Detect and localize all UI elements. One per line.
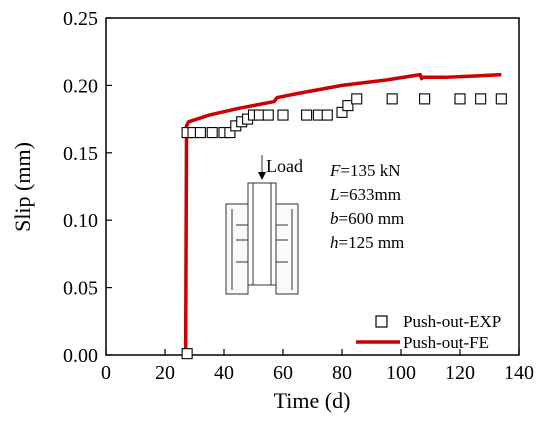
param-l: L=633mm <box>329 185 401 204</box>
parameters-annotation: F=135 kN L=633mm b=600 mm h=125 mm <box>329 161 404 252</box>
legend-label-exp: Push-out-EXP <box>403 312 501 331</box>
exp-point <box>336 106 348 118</box>
y-tick-label: 0.15 <box>63 143 98 165</box>
exp-point <box>224 127 236 139</box>
param-b: b=600 mm <box>330 209 404 228</box>
series-push-out-exp <box>181 93 507 360</box>
legend-label-fe: Push-out-FE <box>403 333 489 352</box>
exp-point <box>301 109 313 121</box>
x-tick-label: 0 <box>101 362 111 384</box>
legend-marker-exp <box>375 315 388 328</box>
y-axis: 0.00 0.05 0.10 0.15 0.20 0.25 <box>63 8 112 367</box>
y-tick-label: 0.05 <box>63 278 98 300</box>
series-push-out-fe <box>183 72 502 356</box>
exp-point <box>262 109 274 121</box>
param-f: F=135 kN <box>329 161 401 180</box>
exp-point <box>454 93 466 105</box>
x-tick-label: 20 <box>155 362 175 384</box>
exp-point <box>206 127 218 139</box>
exp-point <box>419 93 431 105</box>
left-slab <box>225 203 249 295</box>
fe-line <box>183 72 502 356</box>
load-arrow-head <box>258 172 266 180</box>
y-tick-label: 0.00 <box>63 345 98 367</box>
x-axis-title: Time (d) <box>274 388 351 413</box>
x-tick-label: 40 <box>214 362 234 384</box>
exp-point <box>351 93 363 105</box>
load-label: Load <box>266 156 303 176</box>
exp-point <box>194 127 206 139</box>
x-tick-label: 120 <box>445 362 475 384</box>
x-tick-label: 140 <box>504 362 534 384</box>
x-tick-label: 60 <box>273 362 293 384</box>
y-tick-label: 0.25 <box>63 8 98 30</box>
plot-frame <box>105 17 520 356</box>
specimen-sketch <box>225 155 299 295</box>
exp-point <box>342 100 354 112</box>
exp-point <box>495 93 507 105</box>
exp-point <box>475 93 487 105</box>
y-axis-title: Slip (mm) <box>10 142 35 232</box>
exp-point <box>321 109 333 121</box>
y-tick-label: 0.10 <box>63 210 98 232</box>
x-tick-label: 80 <box>332 362 352 384</box>
right-slab <box>275 203 299 295</box>
y-tick-label: 0.20 <box>63 75 98 97</box>
exp-point <box>386 93 398 105</box>
param-h: h=125 mm <box>330 233 404 252</box>
steel-section <box>247 182 277 286</box>
x-tick-label: 100 <box>386 362 416 384</box>
exp-point <box>277 109 289 121</box>
legend: Push-out-EXP Push-out-FE <box>356 312 501 352</box>
exp-point <box>181 348 193 360</box>
x-axis: 0 20 40 60 80 100 120 140 <box>101 349 534 384</box>
